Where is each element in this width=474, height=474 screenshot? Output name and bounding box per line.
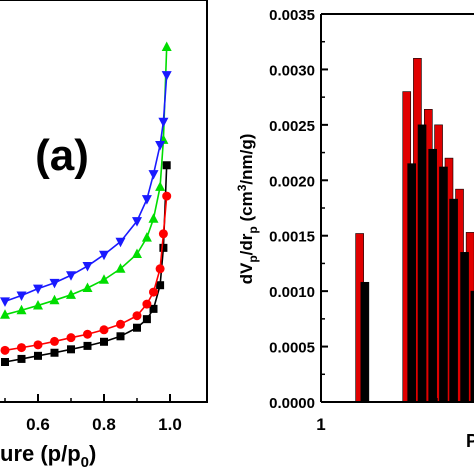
psd-axes: 0.0000 0.0005 0.0010 0.0015 0.0020 0.0025 0.00… [269,7,474,434]
series-line-1 [4,196,168,352]
data-point [161,41,172,51]
data-point [158,117,169,128]
data-point [33,299,43,310]
data-point [161,71,172,81]
bar [407,163,416,403]
data-point [1,358,9,366]
bar [460,252,469,403]
data-point [33,284,43,295]
series-line-2 [4,46,168,316]
data-point [99,325,109,335]
x-tick-label: 0.6 [26,415,50,434]
data-point [132,217,142,227]
data-point [158,229,168,239]
data-point [0,309,10,319]
x-tick-label: 1.0 [158,415,182,434]
x-axis-title: ure (p/p0) [0,441,96,471]
psd-plot [355,58,474,403]
data-point [17,354,26,363]
y-tick-label: 0.0015 [269,229,315,246]
data-point [67,345,75,354]
y-tick-label: 0.0010 [269,284,315,301]
data-point [49,278,60,289]
y-tick-label: 0.0025 [269,118,315,135]
data-point [159,243,168,252]
bar [439,166,448,403]
data-point [132,311,142,321]
pore-size-distribution-panel: 0.0000 0.0005 0.0010 0.0015 0.0020 0.0025 0.00… [235,7,474,451]
bar [428,148,437,403]
data-point [66,333,76,343]
data-point [141,195,152,205]
panel-label: (a) [35,131,89,180]
data-point [0,345,10,355]
data-point [162,191,172,201]
data-point [83,329,92,339]
y-tick-label: 0.0020 [269,173,315,190]
data-point [115,263,126,273]
data-point [149,287,158,297]
bar [470,290,474,403]
bar [417,124,427,403]
data-point [99,274,109,284]
y-tick-label: 0.0030 [269,62,315,79]
data-point [82,282,93,292]
plot-frame [0,0,208,403]
x-tick-label: 1 [316,415,325,434]
data-point [34,351,42,360]
y-tick-label: 0.0035 [269,7,315,24]
data-point [142,315,151,324]
x-axis-title-partial: P [466,431,474,451]
data-point [148,213,159,223]
data-point [149,304,158,313]
data-point [17,343,26,353]
isotherm-plot [0,41,172,366]
data-point [116,319,125,329]
y-axis-title: dVp/drp (cm3/nm/g) [235,134,260,285]
data-point [155,141,166,151]
data-point [155,264,165,274]
data-point [133,323,141,332]
data-point [115,237,126,248]
data-point [50,336,59,346]
data-point [66,271,76,281]
isotherm-axes: 0.6 0.8 1.0 [0,0,208,434]
bar [449,198,458,403]
data-point [16,291,27,302]
data-point [49,294,60,305]
data-point [142,299,152,309]
data-point [148,170,159,180]
data-point [66,289,76,299]
data-point [116,332,125,341]
data-point [33,340,43,350]
data-point [83,341,92,350]
y-tick-label: 0.0000 [269,395,315,412]
data-point [16,304,27,315]
data-point [100,337,108,346]
data-point [0,297,10,307]
data-point [82,262,93,272]
data-point [162,161,171,170]
data-point [132,248,142,259]
data-point [50,348,59,357]
isotherm-panel: 0.6 0.8 1.0 (a) ure (p/p0) [0,0,208,471]
y-tick-label: 0.0005 [269,340,315,357]
x-tick-label: 0.8 [92,415,116,434]
data-point [155,181,166,191]
bar [360,281,370,403]
data-point [141,232,152,242]
data-point [99,250,109,261]
data-point [156,281,165,290]
